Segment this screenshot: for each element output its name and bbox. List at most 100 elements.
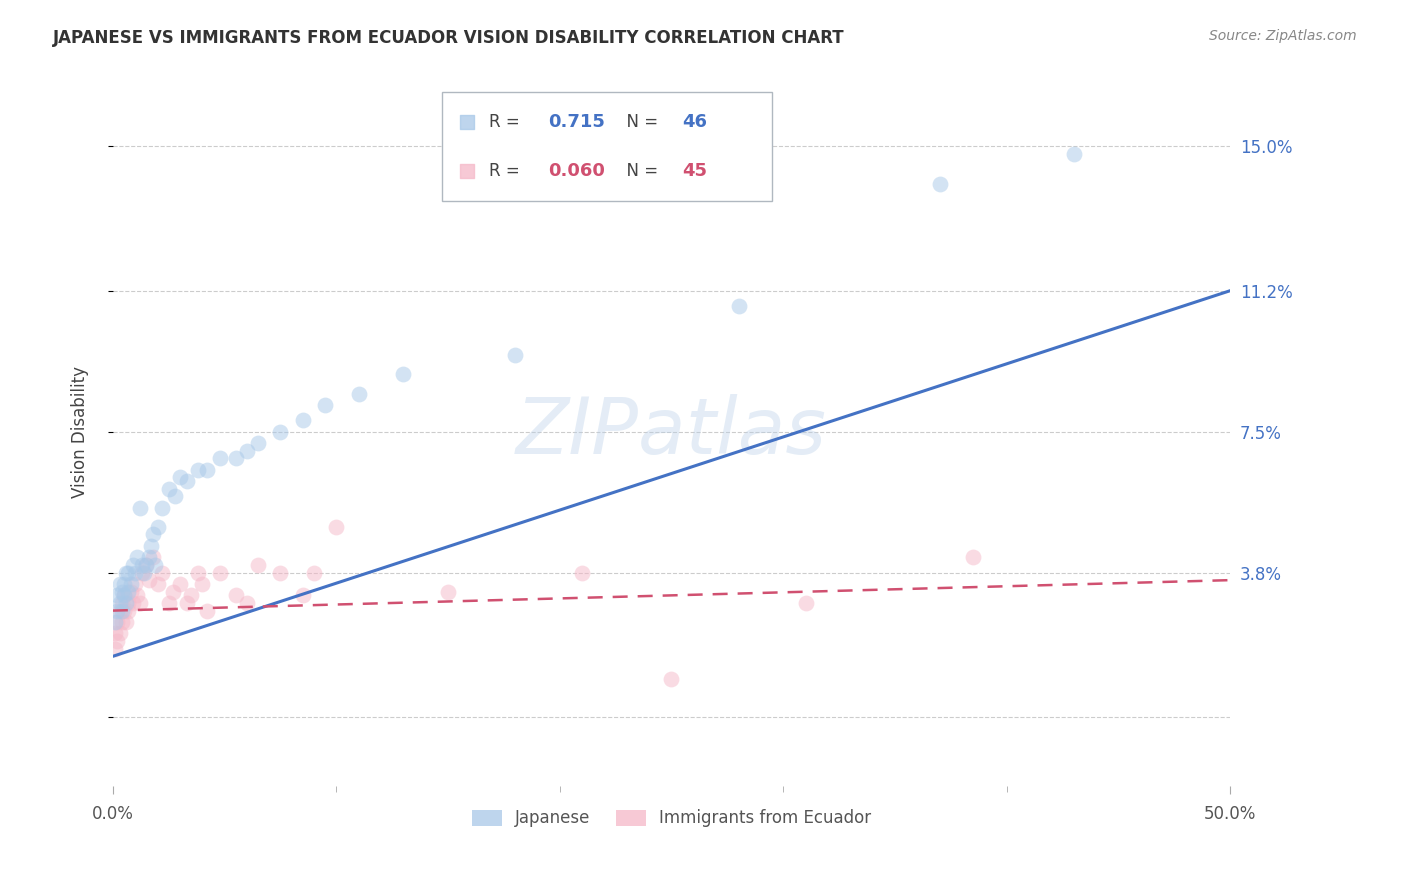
Point <box>962 550 984 565</box>
Point <box>117 584 139 599</box>
Point <box>111 596 134 610</box>
Text: Source: ZipAtlas.com: Source: ZipAtlas.com <box>1209 29 1357 43</box>
Text: N =: N = <box>616 161 664 179</box>
Text: 0.060: 0.060 <box>548 161 606 179</box>
Point <box>195 463 218 477</box>
Point <box>392 368 415 382</box>
Text: ZIPatlas: ZIPatlas <box>516 393 827 469</box>
Point <box>727 299 749 313</box>
Point <box>1063 146 1085 161</box>
Point <box>247 436 270 450</box>
Point <box>236 443 259 458</box>
Point <box>108 577 131 591</box>
Point <box>112 588 135 602</box>
Point <box>209 451 232 466</box>
Text: JAPANESE VS IMMIGRANTS FROM ECUADOR VISION DISABILITY CORRELATION CHART: JAPANESE VS IMMIGRANTS FROM ECUADOR VISI… <box>53 29 845 46</box>
Point <box>347 386 370 401</box>
Point <box>115 596 138 610</box>
Point <box>503 348 526 362</box>
Point <box>117 566 139 580</box>
Point <box>105 615 128 629</box>
Point <box>146 520 169 534</box>
Point <box>150 566 173 580</box>
Point <box>128 500 150 515</box>
Point <box>269 425 291 439</box>
Point <box>187 463 209 477</box>
Point <box>128 596 150 610</box>
Point <box>115 566 138 580</box>
Point <box>104 641 127 656</box>
Point <box>108 604 131 618</box>
Point <box>131 566 153 580</box>
Point <box>794 596 817 610</box>
Point <box>138 550 160 565</box>
Point <box>165 489 187 503</box>
Point <box>120 584 142 599</box>
Point <box>150 500 173 515</box>
Point <box>187 566 209 580</box>
Point <box>112 604 135 618</box>
Point <box>146 577 169 591</box>
Point <box>135 558 157 572</box>
Point <box>105 634 128 648</box>
Point <box>291 588 314 602</box>
Point <box>661 672 683 686</box>
Point <box>127 588 149 602</box>
Point <box>269 566 291 580</box>
Text: 45: 45 <box>683 161 707 179</box>
Point <box>105 588 128 602</box>
Point <box>162 584 184 599</box>
Point <box>111 604 134 618</box>
Point <box>176 474 198 488</box>
Point <box>291 413 314 427</box>
Point <box>122 596 145 610</box>
Point <box>139 539 162 553</box>
Point <box>105 604 128 618</box>
Point <box>314 398 336 412</box>
Point <box>117 604 139 618</box>
Point <box>325 520 347 534</box>
Point <box>108 596 131 610</box>
Point <box>112 577 135 591</box>
Point <box>122 558 145 572</box>
Text: 46: 46 <box>683 113 707 131</box>
Point <box>115 615 138 629</box>
Point <box>209 566 232 580</box>
Point <box>225 451 247 466</box>
Point <box>195 604 218 618</box>
Point <box>142 550 165 565</box>
Point <box>225 588 247 602</box>
Point <box>127 550 149 565</box>
Point <box>180 588 202 602</box>
Point <box>138 573 160 587</box>
Point <box>143 558 166 572</box>
Text: R =: R = <box>489 113 530 131</box>
Text: 0.715: 0.715 <box>548 113 606 131</box>
Point <box>236 596 259 610</box>
Point <box>111 584 134 599</box>
Point <box>169 470 191 484</box>
Point <box>247 558 270 572</box>
Y-axis label: Vision Disability: Vision Disability <box>72 366 89 498</box>
Point <box>124 577 146 591</box>
Point <box>131 558 153 572</box>
Point <box>120 577 142 591</box>
Legend: Japanese, Immigrants from Ecuador: Japanese, Immigrants from Ecuador <box>465 803 877 834</box>
Point <box>157 482 180 496</box>
Point <box>169 577 191 591</box>
Text: N =: N = <box>616 113 664 131</box>
Point <box>437 584 460 599</box>
Point <box>124 566 146 580</box>
Point <box>134 566 156 580</box>
Point <box>112 588 135 602</box>
Point <box>142 527 165 541</box>
Point <box>117 596 139 610</box>
Point <box>111 615 134 629</box>
Point <box>135 558 157 572</box>
Point <box>571 566 593 580</box>
Point <box>104 626 127 640</box>
Point <box>191 577 214 591</box>
Point <box>108 626 131 640</box>
Point <box>176 596 198 610</box>
Point <box>104 615 127 629</box>
